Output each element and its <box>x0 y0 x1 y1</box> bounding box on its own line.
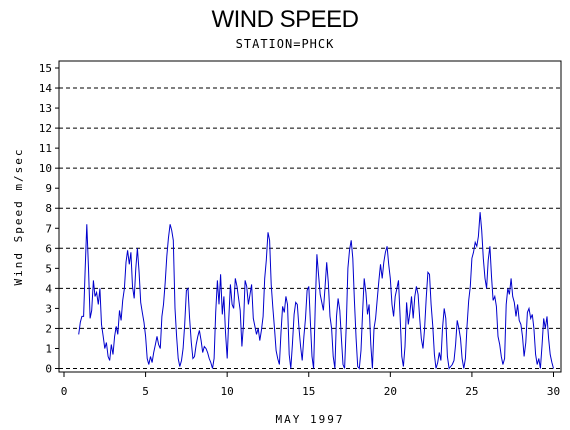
y-tick-label-4: 4 <box>45 282 52 295</box>
x-tick-label-5: 5 <box>142 385 149 398</box>
y-tick-label-2: 2 <box>45 322 52 335</box>
y-tick-label-0: 0 <box>45 363 52 376</box>
chart-subtitle: STATION=PHCK <box>235 37 335 51</box>
x-tick-label-15: 15 <box>302 385 315 398</box>
y-tick-label-13: 13 <box>39 102 52 115</box>
y-tick-label-5: 5 <box>45 262 52 275</box>
x-tick-label-10: 10 <box>221 385 234 398</box>
y-axis-label: Wind Speed m/sec <box>12 148 25 286</box>
chart-title: WIND SPEED <box>211 6 359 33</box>
y-tick-label-7: 7 <box>45 222 52 235</box>
wind-speed-series-line <box>78 212 554 370</box>
x-tick-label-25: 25 <box>465 385 478 398</box>
x-tick-label-0: 0 <box>61 385 68 398</box>
x-axis: 0 5 10 15 20 25 30 <box>61 372 560 398</box>
y-tick-label-3: 3 <box>45 302 52 315</box>
y-tick-label-9: 9 <box>45 182 52 195</box>
y-tick-label-1: 1 <box>45 342 52 355</box>
y-tick-label-6: 6 <box>45 242 52 255</box>
y-tick-label-11: 11 <box>39 142 52 155</box>
x-tick-label-20: 20 <box>384 385 397 398</box>
y-tick-label-15: 15 <box>39 62 52 75</box>
x-axis-label: MAY 1997 <box>276 413 345 426</box>
y-tick-label-14: 14 <box>39 82 53 95</box>
y-tick-label-10: 10 <box>39 162 52 175</box>
plot-frame <box>58 60 562 373</box>
y-tick-label-12: 12 <box>39 122 52 135</box>
grid-lines <box>59 87 561 369</box>
x-tick-label-30: 30 <box>547 385 560 398</box>
y-tick-label-8: 8 <box>45 202 52 215</box>
